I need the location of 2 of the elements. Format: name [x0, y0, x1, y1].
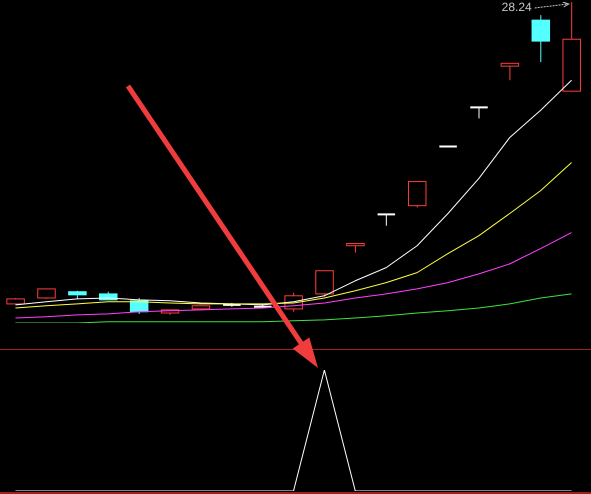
- annotation: 28.24: [502, 0, 532, 14]
- candlestick: [532, 14, 550, 63]
